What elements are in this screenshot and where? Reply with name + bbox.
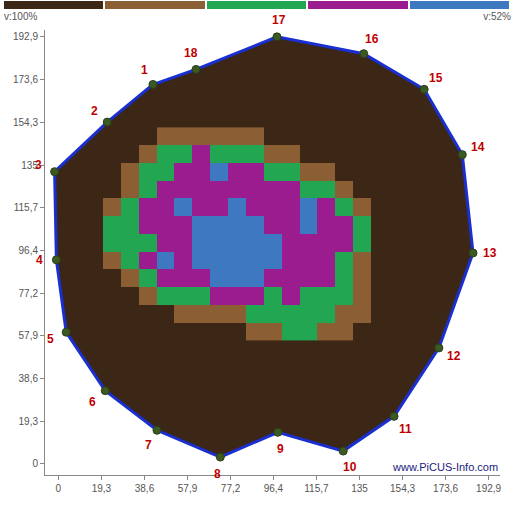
svg-text:57,9: 57,9: [19, 330, 39, 341]
svg-text:8: 8: [214, 467, 221, 481]
svg-text:19,3: 19,3: [19, 416, 39, 427]
svg-text:3: 3: [35, 158, 42, 172]
svg-text:115,7: 115,7: [14, 202, 39, 213]
svg-text:9: 9: [277, 442, 284, 456]
svg-text:173,6: 173,6: [433, 483, 458, 494]
svg-text:14: 14: [471, 140, 485, 154]
svg-text:10: 10: [343, 460, 357, 474]
svg-text:0: 0: [32, 458, 38, 469]
html-text:v:100%: v:100%: [4, 11, 38, 22]
svg-text:11: 11: [399, 422, 412, 436]
svg-text:16: 16: [365, 32, 379, 46]
svg-text:18: 18: [184, 46, 198, 60]
svg-text:19,3: 19,3: [92, 483, 112, 494]
svg-text:38,6: 38,6: [19, 373, 39, 384]
svg-text:173,6: 173,6: [13, 74, 38, 85]
svg-text:135: 135: [351, 483, 368, 494]
svg-text:154,3: 154,3: [390, 483, 415, 494]
svg-text:12: 12: [447, 349, 461, 363]
svg-text:77,2: 77,2: [221, 483, 241, 494]
svg-text:192,9: 192,9: [476, 483, 501, 494]
html-text:v:52%: v:52%: [483, 11, 511, 22]
svg-text:154,3: 154,3: [13, 117, 38, 128]
svg-text:5: 5: [47, 332, 54, 346]
svg-text:13: 13: [483, 246, 497, 260]
svg-text:96,4: 96,4: [264, 483, 284, 494]
svg-text:7: 7: [145, 438, 152, 452]
svg-text:38,6: 38,6: [135, 483, 155, 494]
svg-text:77,2: 77,2: [19, 288, 39, 299]
svg-text:192,9: 192,9: [13, 31, 38, 42]
svg-text:96,4: 96,4: [19, 245, 39, 256]
svg-text:1: 1: [141, 63, 148, 77]
svg-text:115,7: 115,7: [304, 483, 329, 494]
svg-text:15: 15: [429, 71, 443, 85]
svg-text:57,9: 57,9: [178, 483, 198, 494]
svg-text:17: 17: [272, 13, 286, 27]
svg-text:6: 6: [89, 395, 96, 409]
svg-text:0: 0: [56, 483, 62, 494]
svg-text:www.PiCUS-Info.com: www.PiCUS-Info.com: [392, 461, 498, 473]
svg-text:4: 4: [36, 253, 43, 267]
svg-text:135: 135: [21, 160, 38, 171]
svg-text:2: 2: [91, 104, 98, 118]
